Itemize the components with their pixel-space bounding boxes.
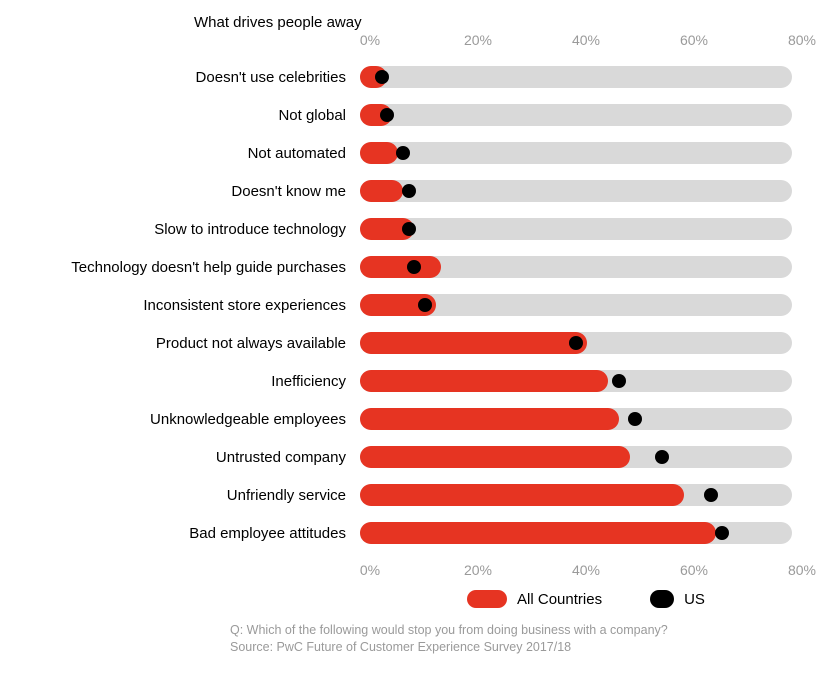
bar-fill-all	[360, 256, 441, 278]
bar-track	[360, 484, 792, 506]
row-label: Untrusted company	[30, 449, 360, 466]
dot-us	[628, 412, 642, 426]
row-label: Unfriendly service	[30, 487, 360, 504]
axis-tick: 60%	[680, 32, 708, 48]
row-label: Doesn't use celebrities	[30, 69, 360, 86]
legend-swatch-all	[467, 590, 507, 608]
chart-container: What drives people away 0%20%40%60%80% D…	[0, 0, 820, 30]
axis-tick: 60%	[680, 562, 708, 578]
axis-tick: 80%	[788, 32, 816, 48]
chart-row: Inefficiency	[30, 362, 802, 400]
dot-us	[569, 336, 583, 350]
bar-track	[360, 256, 792, 278]
legend-item-us: US	[650, 590, 705, 608]
bar-fill-all	[360, 408, 619, 430]
bar-fill-all	[360, 370, 608, 392]
bar-track	[360, 332, 792, 354]
axis-tick: 40%	[572, 562, 600, 578]
chart-row: Bad employee attitudes	[30, 514, 802, 552]
bar-track	[360, 142, 792, 164]
chart-row: Slow to introduce technology	[30, 210, 802, 248]
axis-tick: 0%	[360, 562, 380, 578]
axis-tick: 20%	[464, 32, 492, 48]
chart-row: Doesn't use celebrities	[30, 58, 802, 96]
chart-rows: Doesn't use celebrities Not global Not aut…	[30, 58, 802, 552]
bar-track	[360, 408, 792, 430]
bar-fill-all	[360, 332, 587, 354]
x-axis-top: 0%20%40%60%80%	[370, 32, 802, 52]
dot-us	[704, 488, 718, 502]
dot-us	[612, 374, 626, 388]
chart-row: Unknowledgeable employees	[30, 400, 802, 438]
dot-us	[655, 450, 669, 464]
dot-us	[418, 298, 432, 312]
chart-row: Untrusted company	[30, 438, 802, 476]
bar-track	[360, 66, 792, 88]
legend-item-all: All Countries	[467, 590, 602, 608]
chart-footnote: Q: Which of the following would stop you…	[230, 622, 668, 656]
row-label: Technology doesn't help guide purchases	[30, 259, 360, 276]
axis-tick: 80%	[788, 562, 816, 578]
chart-row: Doesn't know me	[30, 172, 802, 210]
axis-tick: 40%	[572, 32, 600, 48]
chart-row: Inconsistent store experiences	[30, 286, 802, 324]
bar-track	[360, 180, 792, 202]
chart-title: What drives people away	[194, 14, 362, 31]
bar-fill-all	[360, 446, 630, 468]
bar-fill-all	[360, 484, 684, 506]
legend-swatch-us	[650, 590, 674, 608]
x-axis-bottom: 0%20%40%60%80%	[370, 562, 802, 582]
bar-fill-all	[360, 142, 398, 164]
row-label: Doesn't know me	[30, 183, 360, 200]
chart-row: Unfriendly service	[30, 476, 802, 514]
row-label: Not automated	[30, 145, 360, 162]
footnote-source: Source: PwC Future of Customer Experienc…	[230, 639, 668, 656]
legend-label-us: US	[684, 591, 705, 608]
dot-us	[715, 526, 729, 540]
row-label: Product not always available	[30, 335, 360, 352]
bar-track	[360, 370, 792, 392]
bar-fill-all	[360, 522, 716, 544]
bar-track	[360, 522, 792, 544]
bar-track	[360, 446, 792, 468]
bar-track	[360, 104, 792, 126]
dot-us	[375, 70, 389, 84]
axis-tick: 20%	[464, 562, 492, 578]
dot-us	[380, 108, 394, 122]
legend: All Countries US	[370, 590, 802, 608]
row-label: Not global	[30, 107, 360, 124]
row-label: Inefficiency	[30, 373, 360, 390]
bar-fill-all	[360, 180, 403, 202]
row-label: Inconsistent store experiences	[30, 297, 360, 314]
dot-us	[407, 260, 421, 274]
dot-us	[402, 222, 416, 236]
bar-track	[360, 218, 792, 240]
axis-tick: 0%	[360, 32, 380, 48]
row-label: Bad employee attitudes	[30, 525, 360, 542]
row-label: Slow to introduce technology	[30, 221, 360, 238]
chart-row: Not automated	[30, 134, 802, 172]
footnote-question: Q: Which of the following would stop you…	[230, 622, 668, 639]
chart-row: Technology doesn't help guide purchases	[30, 248, 802, 286]
bar-track	[360, 294, 792, 316]
chart-row: Not global	[30, 96, 802, 134]
chart-row: Product not always available	[30, 324, 802, 362]
dot-us	[402, 184, 416, 198]
dot-us	[396, 146, 410, 160]
legend-label-all: All Countries	[517, 591, 602, 608]
row-label: Unknowledgeable employees	[30, 411, 360, 428]
